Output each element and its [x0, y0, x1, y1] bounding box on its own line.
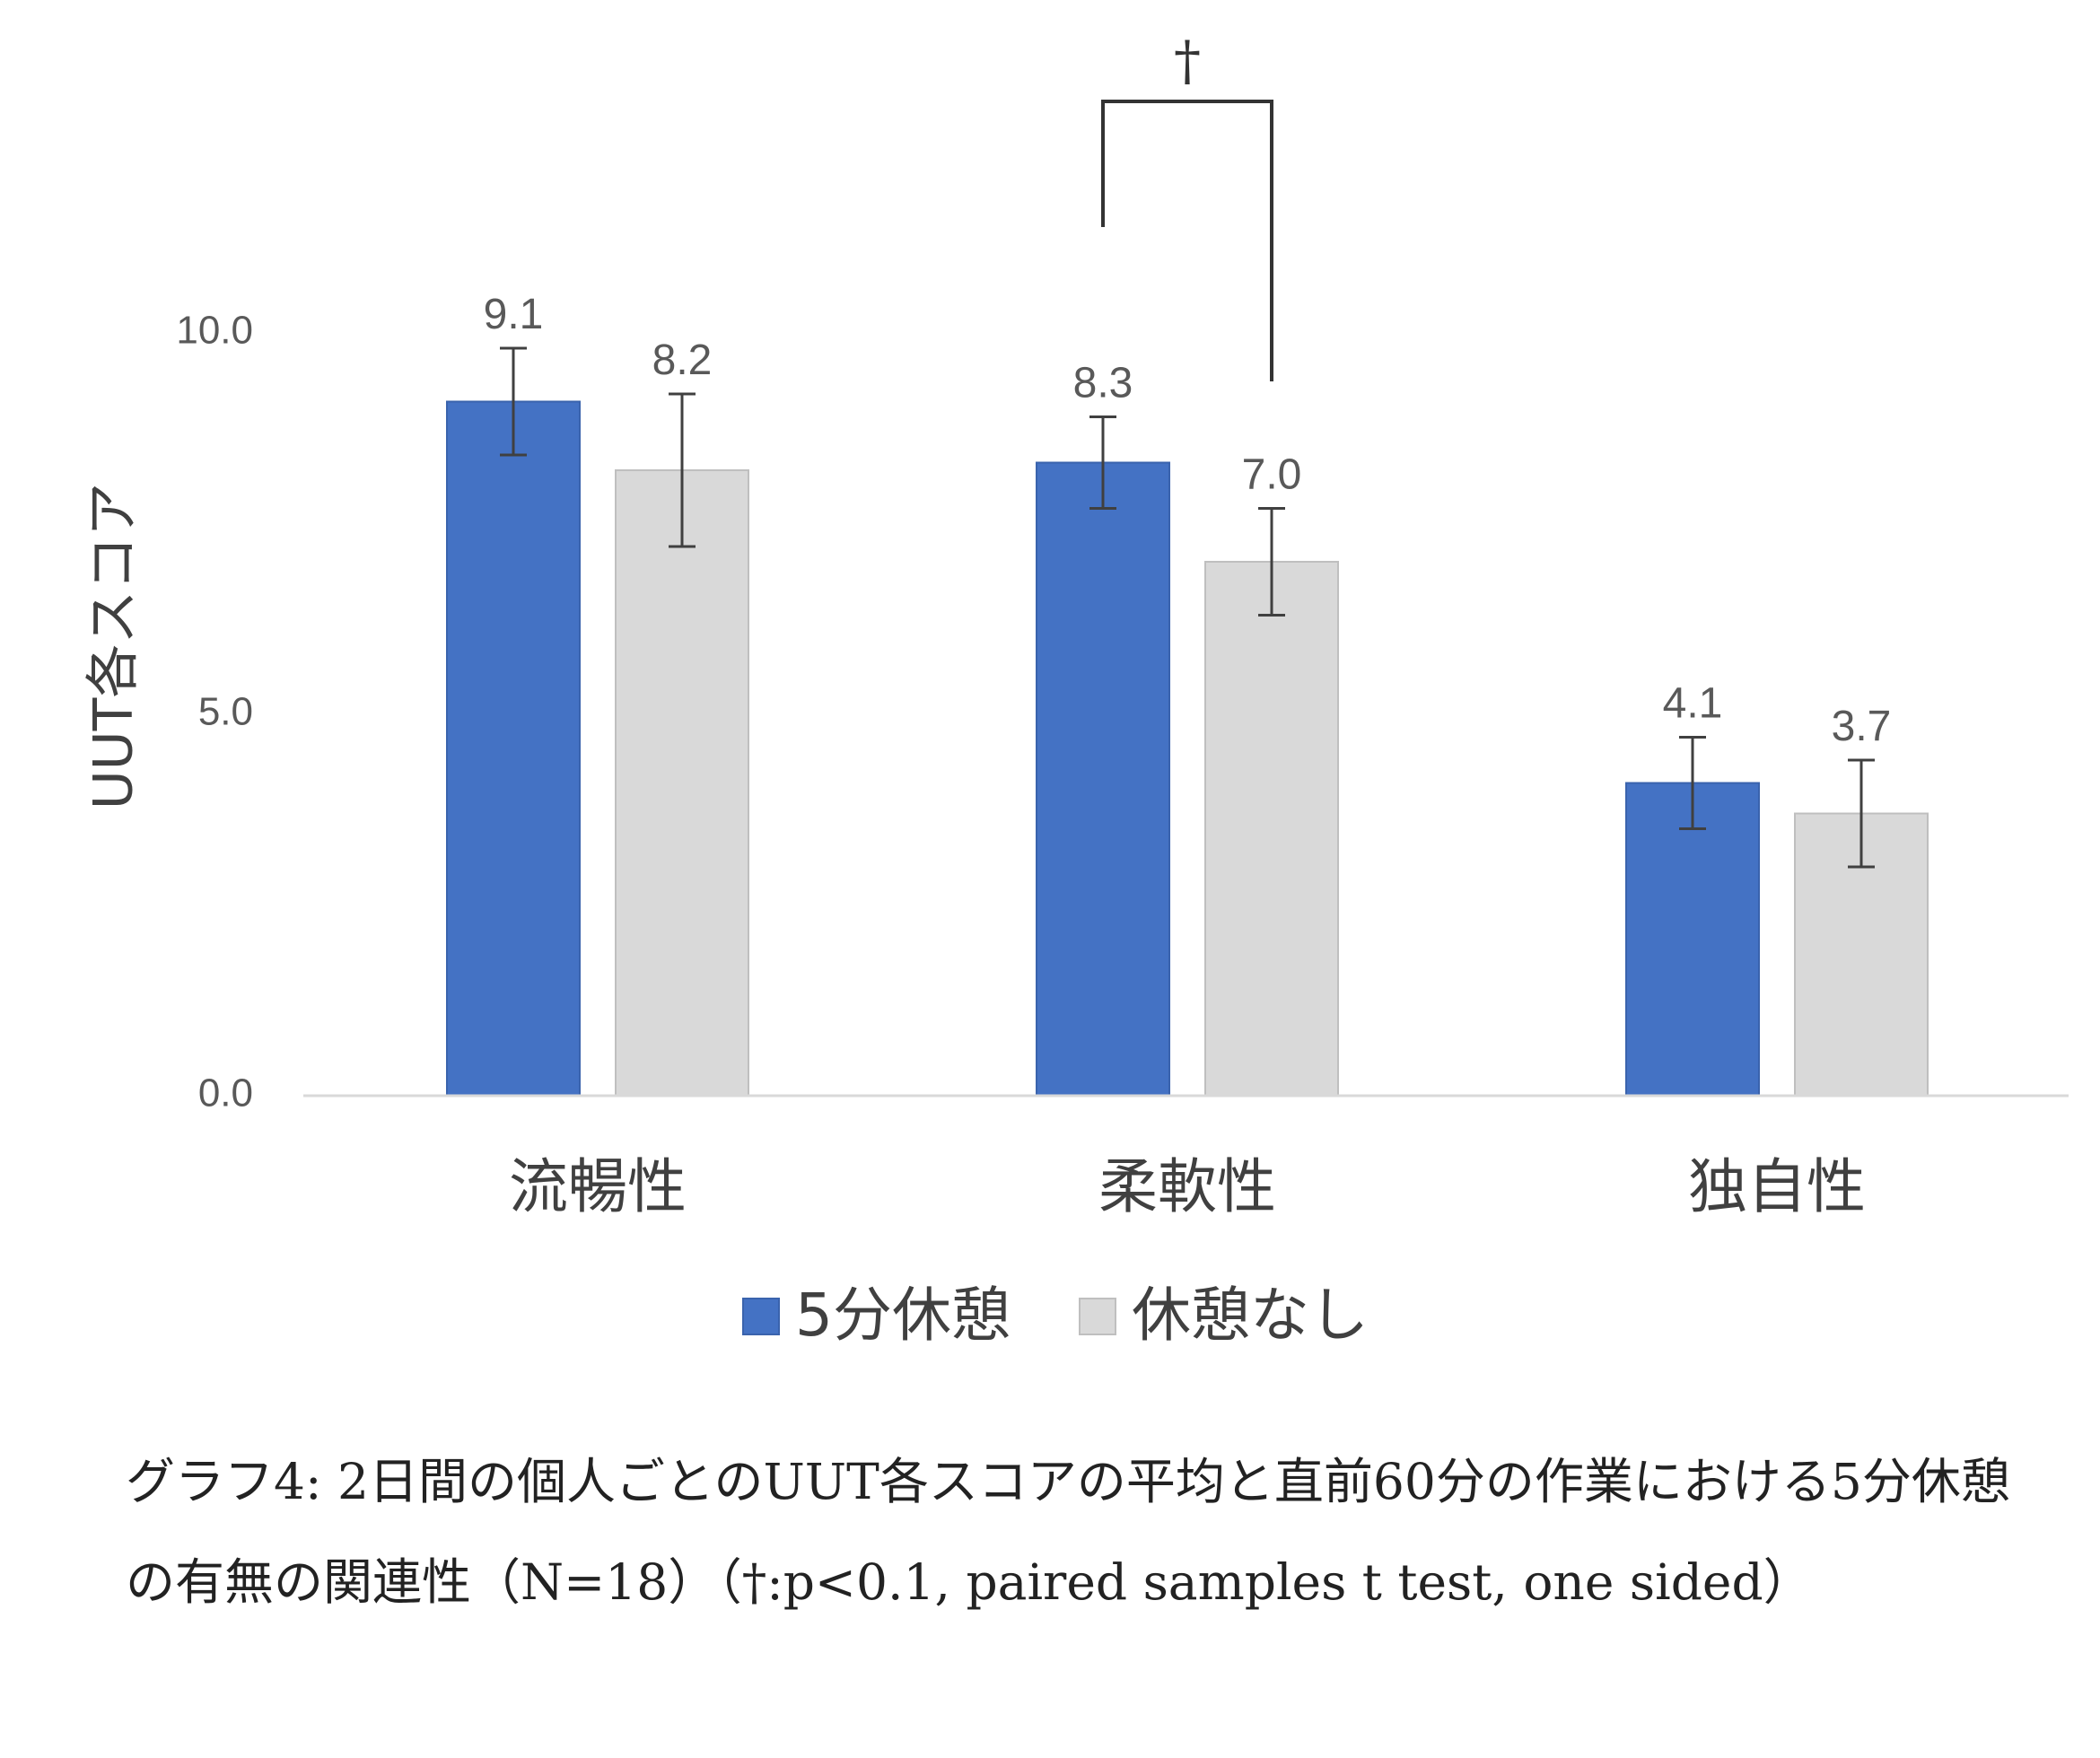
data-label: 4.1 — [1663, 680, 1723, 728]
bar-chart: 0.05.010.0 9.18.34.18.27.03.7 流暢性 柔軟性 独自性 … — [83, 30, 2069, 1350]
y-axis-label: UUT各スコア — [83, 483, 145, 809]
y-tick-label: 10.0 — [176, 309, 253, 353]
bar — [446, 400, 581, 1097]
category-label: 独自性 — [1688, 1152, 1866, 1221]
y-tick-label: 0.0 — [198, 1071, 253, 1115]
legend-label: 休憩なし — [1132, 1281, 1369, 1350]
data-label: 8.2 — [652, 337, 713, 384]
legend-swatch — [742, 1298, 780, 1335]
bar — [1204, 561, 1339, 1097]
bar — [1625, 782, 1760, 1097]
data-label: 9.1 — [484, 291, 544, 338]
legend-swatch — [1079, 1298, 1116, 1335]
significance-bracket — [1101, 100, 1273, 381]
category-label: 流暢性 — [509, 1152, 687, 1221]
data-label: 7.0 — [1242, 451, 1302, 499]
data-label: 8.3 — [1073, 360, 1133, 407]
figure-caption: グラフ4: 2日間の個人ごとのUUT各スコアの平均と直前60分の作業における5分… — [126, 1453, 2010, 1611]
bar — [1036, 461, 1170, 1097]
y-tick-label: 5.0 — [198, 690, 253, 734]
significance-marker: † — [1174, 30, 1201, 92]
legend-label: 5分休憩 — [795, 1281, 1011, 1350]
data-label: 3.7 — [1832, 703, 1892, 750]
bar — [615, 469, 749, 1097]
category-label: 柔軟性 — [1098, 1152, 1276, 1221]
